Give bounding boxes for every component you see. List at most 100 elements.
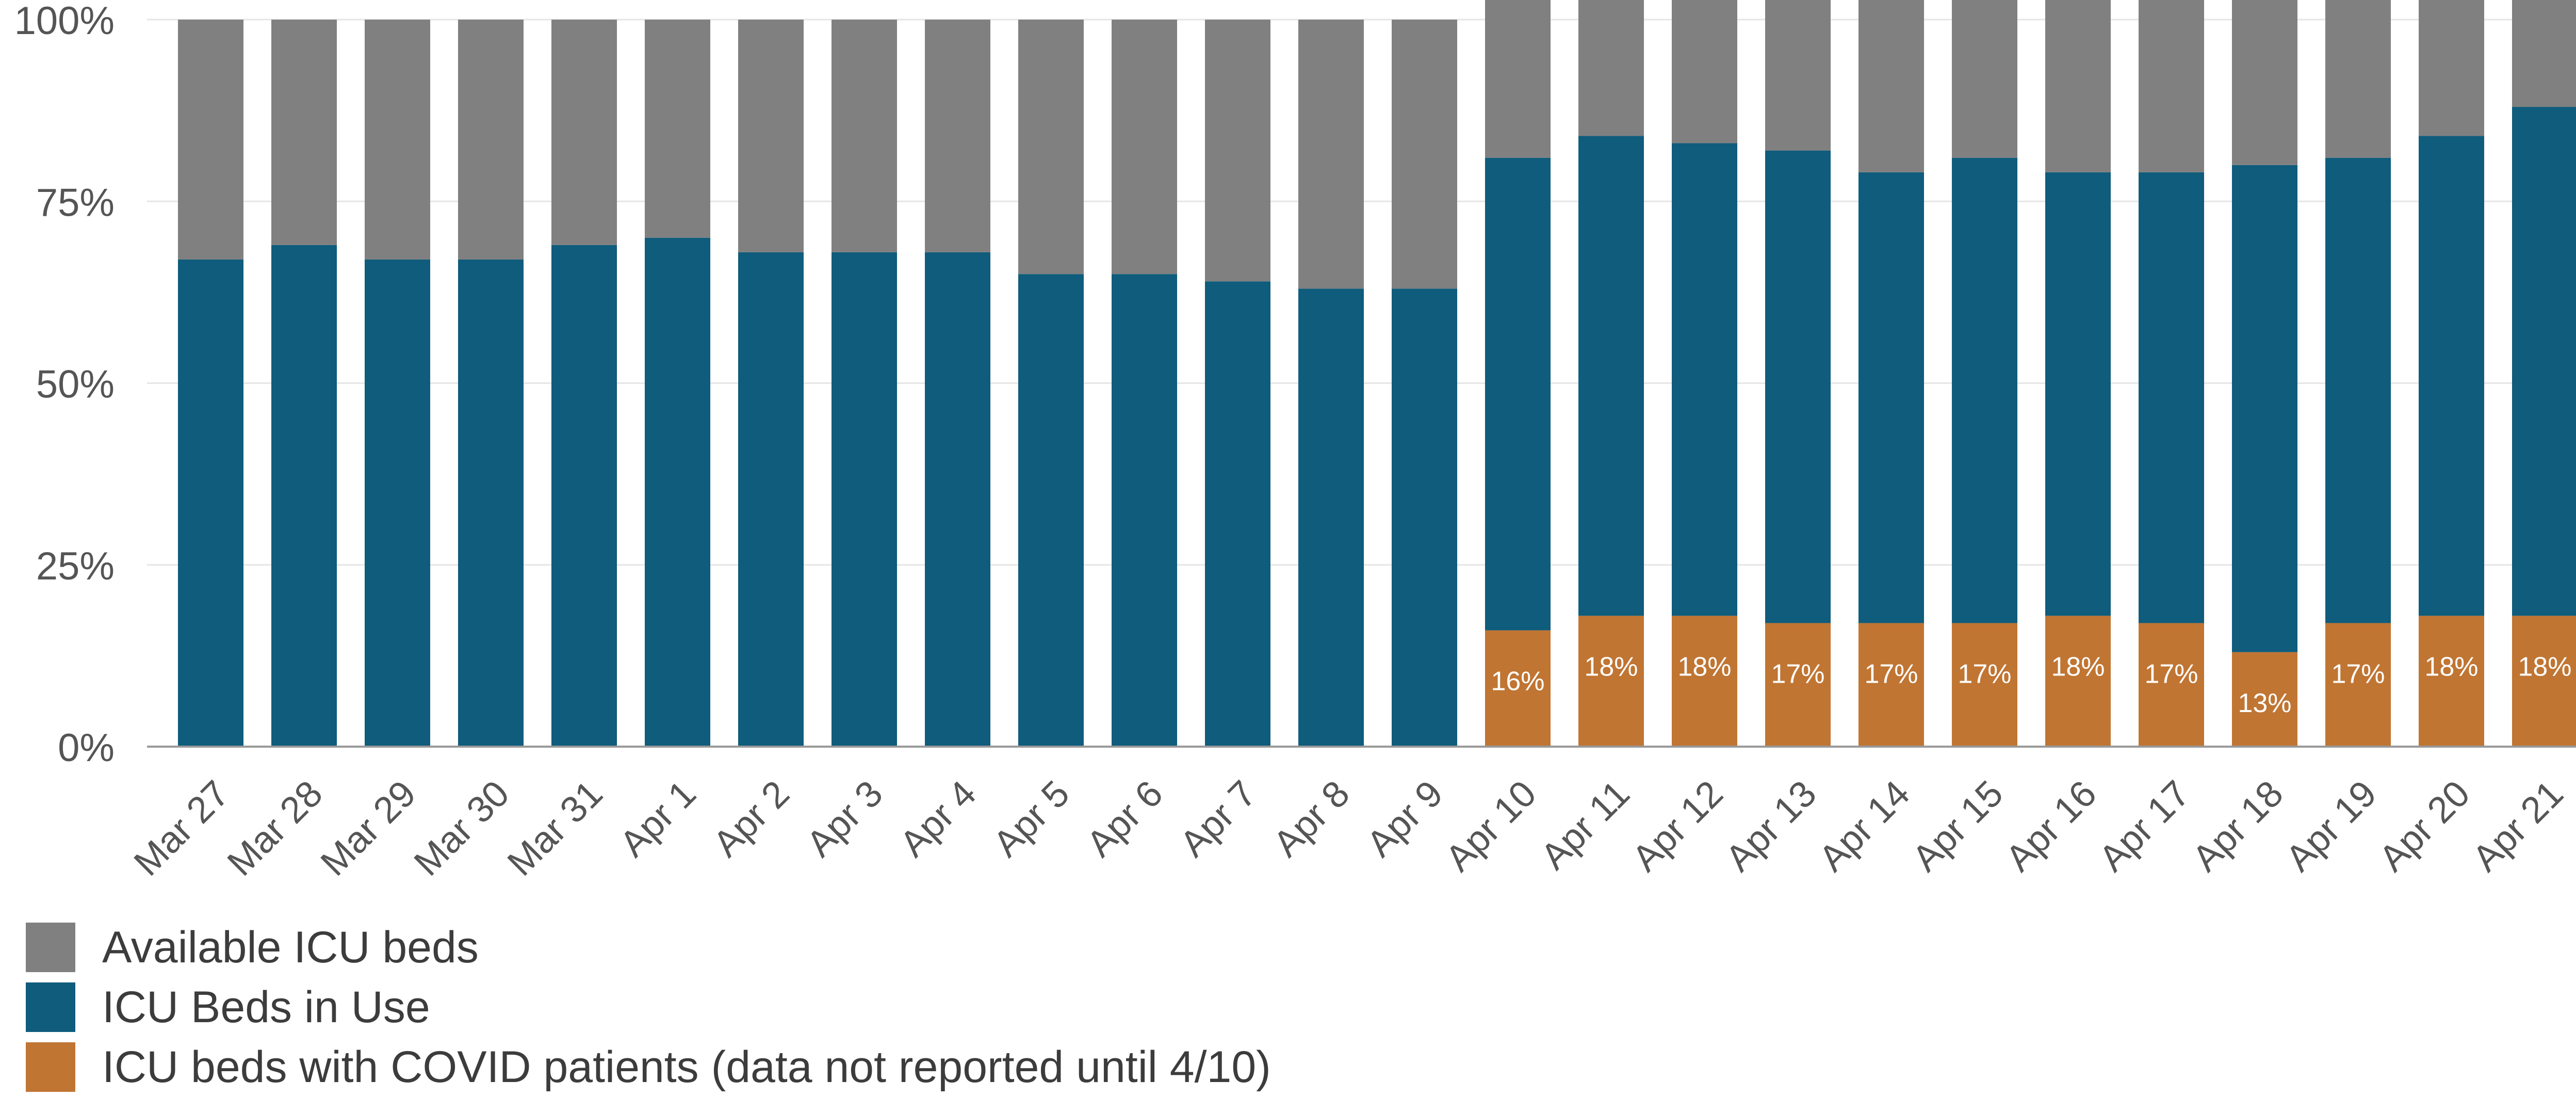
x-tick-label: Mar 27 (126, 773, 237, 884)
bar-segment (1485, 157, 1551, 631)
bar-data-label: 18% (1584, 652, 1638, 682)
y-tick-label: 25% (36, 544, 115, 588)
bar-segment (2232, 652, 2297, 747)
bar-segment (1298, 20, 1364, 289)
legend-label-covid: ICU beds with COVID patients (data not r… (102, 1042, 1271, 1092)
x-tick-label: Apr 2 (706, 773, 797, 865)
bar-segment (1112, 274, 1177, 747)
bar-data-label: 17% (2144, 659, 2198, 689)
legend-swatch-available (26, 923, 75, 972)
bar-segment (1765, 150, 1831, 623)
bar-segment (1578, 616, 1644, 747)
legend-item-in-use[interactable]: ICU Beds in Use (26, 977, 1271, 1037)
bar-segment (832, 252, 897, 747)
x-tick-label: Apr 12 (1624, 773, 1731, 880)
x-tick-label: Apr 5 (986, 773, 1078, 865)
bar-segment (551, 245, 617, 747)
y-tick-label: 50% (36, 363, 115, 407)
bar-segment (178, 20, 243, 260)
x-tick-label: Apr 20 (2371, 773, 2478, 880)
legend-swatch-covid (26, 1042, 75, 1092)
bar-segment (1858, 172, 1924, 623)
x-tick-label: Mar 29 (313, 773, 424, 884)
bar-segment (2139, 0, 2204, 172)
y-axis: 0% 25% 50% 75% 100% (14, 0, 2576, 770)
bar-segment (1672, 616, 1737, 747)
bar-segment (738, 20, 804, 252)
bar-data-label: 17% (1771, 659, 1824, 689)
bar-segment (1018, 20, 1084, 275)
bar-segment (645, 237, 710, 747)
bar-segment (1112, 20, 1177, 275)
bar-data-label: 17% (1864, 659, 1918, 689)
bar-segment (2045, 0, 2111, 172)
x-tick-label: Mar 28 (220, 773, 331, 884)
bar-segment (738, 252, 804, 747)
x-tick-label: Apr 15 (1904, 773, 2011, 880)
bar-data-label: 18% (2051, 652, 2105, 682)
bar-segment (2512, 0, 2576, 107)
bar-segment (1578, 136, 1644, 616)
bar-segment (2045, 616, 2111, 747)
bar-segment (271, 20, 337, 245)
bar-segment (1578, 0, 1644, 136)
bar-segment (1858, 0, 1924, 172)
legend-label-in-use: ICU Beds in Use (102, 982, 430, 1032)
x-tick-label: Apr 16 (1998, 773, 2105, 880)
bar-segment (2419, 0, 2484, 136)
bar-segment (1952, 623, 2017, 747)
legend: Available ICU beds ICU Beds in Use ICU b… (26, 917, 1271, 1097)
legend-swatch-in-use (26, 982, 75, 1032)
bar-segment (2139, 172, 2204, 623)
bar-segment (1765, 623, 1831, 747)
bar-data-label: 18% (2518, 652, 2571, 682)
bar-segment (1392, 288, 1457, 747)
x-tick-label: Apr 18 (2184, 773, 2291, 880)
y-tick-label: 100% (14, 0, 115, 43)
x-tick-label: Apr 11 (1533, 773, 1638, 878)
bar-segment (2232, 165, 2297, 652)
bar-data-label: 17% (2331, 659, 2385, 689)
x-tick-label: Apr 8 (1266, 773, 1358, 865)
bar-data-label: 18% (2424, 652, 2478, 682)
x-tick-label: Apr 1 (612, 773, 704, 865)
x-tick-label: Apr 7 (1172, 773, 1264, 865)
bar-segment (925, 252, 990, 747)
x-tick-label: Apr 10 (1438, 773, 1544, 880)
bar-segment (1672, 143, 1737, 616)
bar-segment (178, 259, 243, 747)
x-tick-label: Apr 14 (1811, 773, 1918, 880)
bar-segment (925, 20, 990, 252)
bar-segment (458, 259, 524, 747)
bar-segment (1952, 157, 2017, 623)
bar-data-label: 13% (2238, 688, 2291, 718)
x-tick-label: Apr 17 (2091, 773, 2198, 880)
bar-segment (2419, 616, 2484, 747)
legend-item-covid[interactable]: ICU beds with COVID patients (data not r… (26, 1037, 1271, 1097)
bar-segment (365, 259, 430, 747)
x-tick-label: Mar 31 (500, 773, 611, 884)
legend-item-available[interactable]: Available ICU beds (26, 917, 1271, 977)
x-tick-label: Mar 30 (406, 773, 517, 884)
bar-data-label: 17% (1958, 659, 2011, 689)
bar-segment (271, 245, 337, 747)
bar-segment (645, 20, 710, 238)
bar-segment (1485, 0, 1551, 158)
x-tick-label: Apr 6 (1079, 773, 1171, 865)
bar-segment (1485, 630, 1551, 747)
bar-segment (551, 20, 617, 245)
bar-segment (2512, 107, 2576, 616)
x-tick-label: Apr 21 (2465, 773, 2571, 880)
bars (178, 0, 2576, 747)
data-labels: 16% 18% 18% 17% 17% 17% 18% 17% 13% 17% 18% 18% (1491, 652, 2571, 718)
x-tick-label: Apr 9 (1359, 773, 1451, 865)
y-tick-label: 75% (36, 181, 115, 224)
bar-segment (2045, 172, 2111, 616)
x-tick-label: Apr 3 (799, 773, 891, 865)
bar-segment (1205, 20, 1270, 282)
bar-segment (365, 20, 430, 260)
bar-segment (2325, 0, 2391, 158)
x-tick-label: Apr 19 (2278, 773, 2385, 880)
bar-segment (1298, 288, 1364, 747)
